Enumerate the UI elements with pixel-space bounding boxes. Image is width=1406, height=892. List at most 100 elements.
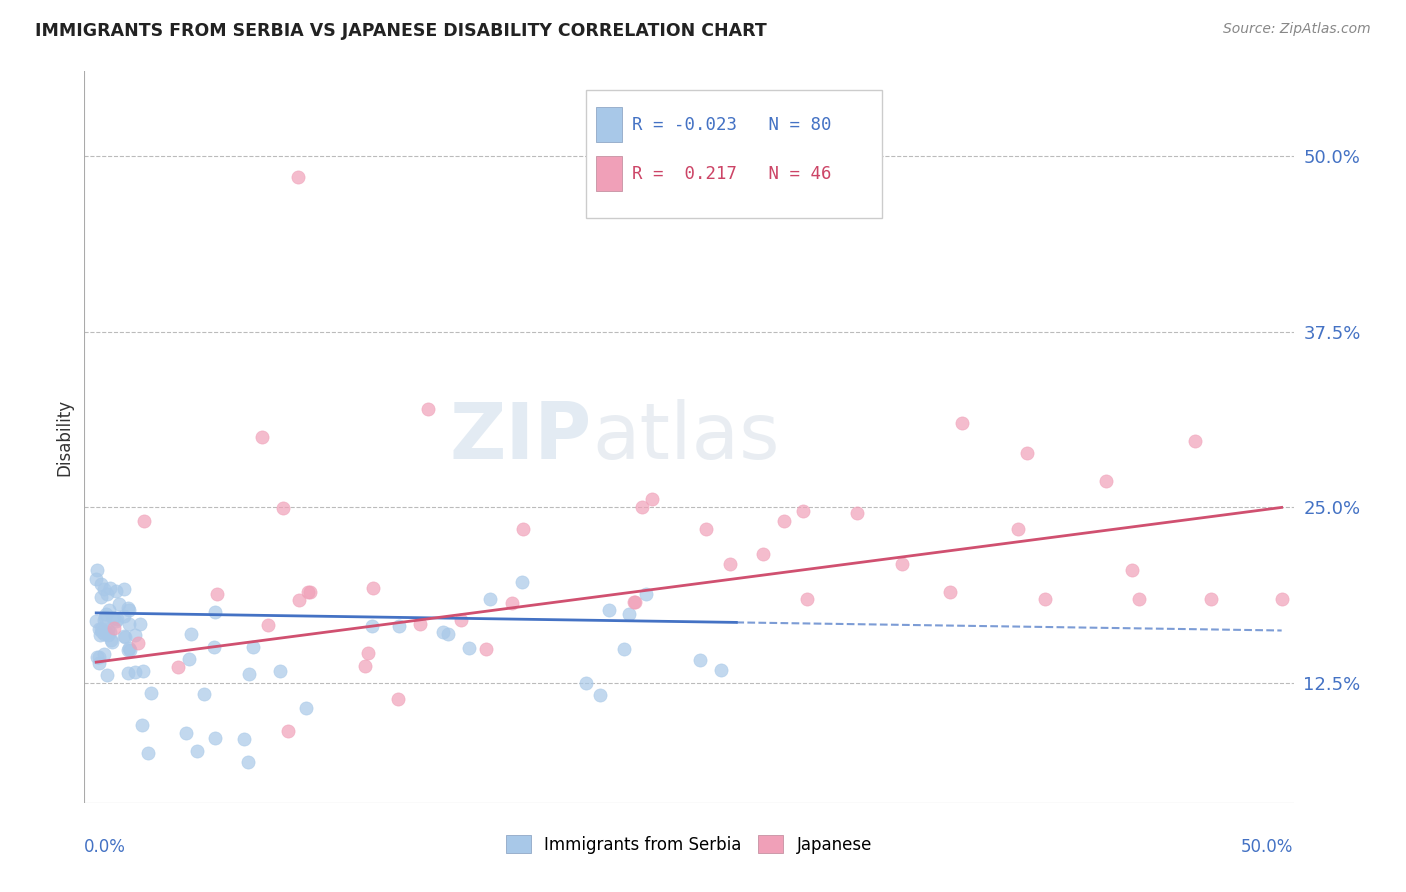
Point — [641, 492, 664, 507]
Point — [636, 587, 658, 601]
Point — [96, 624, 118, 639]
Point — [409, 616, 432, 631]
Point — [118, 641, 141, 656]
Point — [1015, 445, 1038, 459]
Point — [295, 701, 318, 715]
Point — [271, 500, 294, 515]
Point — [98, 625, 121, 640]
Point — [276, 723, 298, 738]
Point — [238, 667, 260, 681]
Point — [437, 627, 460, 641]
Point — [204, 731, 226, 746]
Point — [242, 640, 264, 654]
Point — [475, 641, 498, 656]
Point — [117, 603, 139, 617]
Bar — [596, 107, 623, 143]
FancyBboxPatch shape — [586, 89, 883, 218]
Point — [112, 582, 135, 596]
Point — [772, 515, 794, 529]
Point — [388, 619, 411, 633]
Text: 0.0%: 0.0% — [84, 838, 127, 856]
Point — [100, 581, 122, 595]
Point — [96, 587, 118, 601]
Point — [250, 430, 273, 444]
Text: IMMIGRANTS FROM SERBIA VS JAPANESE DISABILITY CORRELATION CHART: IMMIGRANTS FROM SERBIA VS JAPANESE DISAB… — [35, 22, 766, 40]
Point — [205, 587, 228, 601]
Point — [575, 676, 598, 690]
Point — [510, 574, 533, 589]
Point — [752, 547, 775, 561]
Point — [1128, 591, 1150, 606]
Point — [103, 622, 125, 636]
Point — [257, 618, 280, 632]
Point — [90, 577, 112, 591]
Point — [117, 642, 139, 657]
Point — [598, 603, 620, 617]
Point — [89, 657, 111, 671]
Text: ZIP: ZIP — [450, 399, 592, 475]
Point — [108, 597, 131, 611]
Point — [180, 626, 202, 640]
Point — [86, 649, 108, 664]
Point — [128, 617, 150, 632]
Point — [100, 633, 122, 648]
Point — [93, 613, 115, 627]
Point — [501, 596, 523, 610]
Text: R = -0.023   N = 80: R = -0.023 N = 80 — [633, 116, 831, 134]
Point — [131, 718, 153, 732]
Point — [93, 647, 115, 661]
Point — [269, 664, 291, 678]
Point — [167, 660, 190, 674]
Point — [938, 584, 960, 599]
Point — [695, 522, 717, 536]
Point — [288, 592, 311, 607]
Point — [124, 665, 146, 679]
Bar — [596, 156, 623, 191]
Point — [87, 623, 110, 637]
Point — [689, 653, 711, 667]
Point — [117, 665, 139, 680]
Point — [90, 590, 112, 604]
Point — [91, 624, 114, 639]
Point — [94, 610, 117, 624]
Point — [105, 583, 128, 598]
Point — [93, 582, 115, 596]
Point — [117, 601, 139, 615]
Point — [97, 628, 120, 642]
Point — [792, 504, 814, 518]
Point — [478, 592, 501, 607]
Point — [124, 627, 146, 641]
Point — [718, 558, 741, 572]
Point — [97, 624, 120, 638]
Point — [1121, 563, 1143, 577]
Point — [94, 607, 117, 622]
Point — [139, 686, 162, 700]
Point — [950, 416, 973, 430]
Point — [96, 668, 118, 682]
Point — [177, 651, 200, 665]
Point — [90, 623, 112, 637]
Point — [114, 630, 136, 644]
Point — [97, 603, 120, 617]
Point — [127, 636, 149, 650]
Point — [105, 611, 128, 625]
Point — [387, 692, 409, 706]
Point — [101, 610, 124, 624]
Point — [361, 619, 384, 633]
Point — [1271, 591, 1294, 606]
Text: Source: ZipAtlas.com: Source: ZipAtlas.com — [1223, 22, 1371, 37]
Point — [846, 506, 869, 520]
Point — [136, 746, 159, 760]
Point — [287, 169, 309, 184]
Point — [1095, 474, 1118, 488]
Point — [176, 726, 198, 740]
Text: 50.0%: 50.0% — [1241, 838, 1294, 856]
Point — [512, 522, 534, 536]
Point — [89, 650, 111, 665]
Point — [361, 581, 384, 595]
Point — [891, 557, 914, 571]
Point — [630, 500, 652, 515]
Point — [297, 584, 319, 599]
Point — [104, 614, 127, 628]
Y-axis label: Disability: Disability — [55, 399, 73, 475]
